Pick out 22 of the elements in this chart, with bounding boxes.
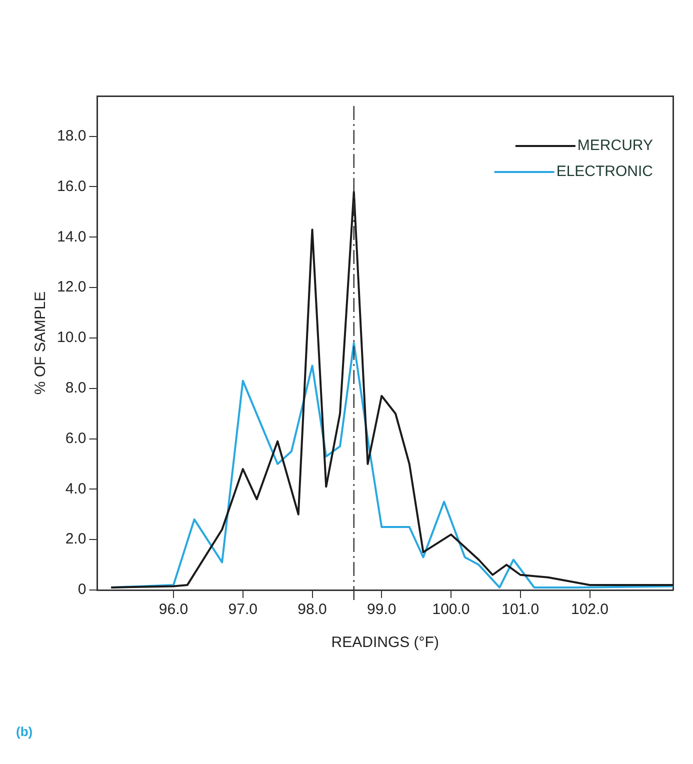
y-tick-label: 8.0 — [65, 380, 86, 397]
y-tick-label: 10.0 — [56, 329, 86, 346]
y-tick-label: 16.0 — [56, 178, 86, 195]
y-tick-label: 18.0 — [56, 127, 86, 144]
x-axis-title: READINGS (°F) — [331, 634, 439, 652]
y-axis-title: % OF SAMPLE — [32, 291, 50, 395]
x-tick-label: 97.0 — [228, 601, 258, 618]
x-tick-label: 102.0 — [570, 601, 609, 618]
x-tick-label: 96.0 — [158, 601, 188, 618]
y-tick-label: 12.0 — [56, 278, 86, 296]
y-tick-label: 4.0 — [65, 480, 86, 498]
y-tick-label: 2.0 — [65, 530, 86, 548]
x-tick-label: 98.0 — [298, 601, 327, 618]
x-tick-label: 100.0 — [432, 601, 470, 618]
text: (b) — [16, 724, 33, 739]
legend-label: MERCURY — [577, 137, 654, 154]
y-tick-label: 14.0 — [56, 228, 86, 246]
y-tick-label: 0 — [78, 581, 86, 598]
x-tick-label: 101.0 — [502, 601, 540, 618]
x-tick-label: 99.0 — [367, 601, 396, 618]
y-tick-label: 6.0 — [65, 430, 86, 447]
legend-label: ELECTRONIC — [556, 163, 654, 180]
